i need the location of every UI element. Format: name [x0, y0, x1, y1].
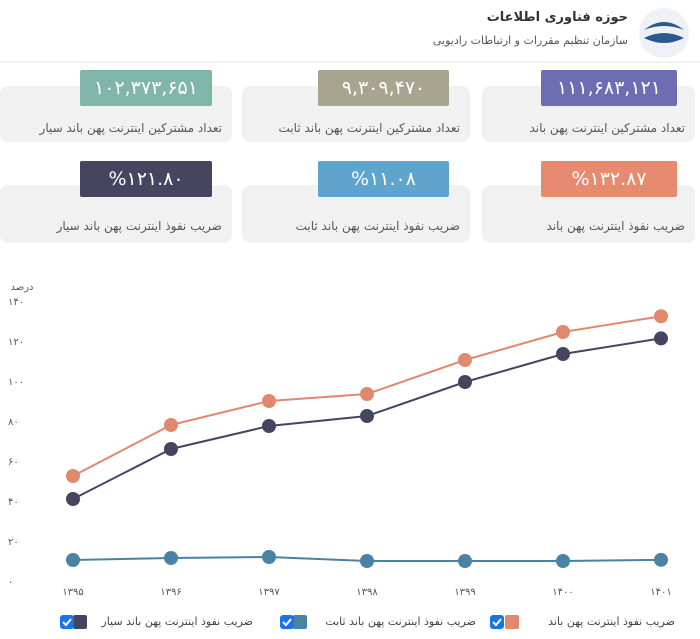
card-label: تعداد مشترکین اینترنت پهن باند سیار	[39, 121, 222, 135]
x-tick-label: ۱۳۹۸	[356, 587, 378, 598]
header-title: حوزه فناوری اطلاعات	[486, 10, 628, 25]
data-point	[458, 353, 472, 367]
data-point	[66, 469, 80, 483]
card-value: ۱۱۱,۶۸۳,۱۲۱	[541, 70, 677, 106]
data-point	[262, 550, 276, 564]
y-tick-label: ۲۰	[8, 537, 19, 548]
data-point	[556, 347, 570, 361]
card-label: تعداد مشترکین اینترنت پهن باند ثابت	[278, 121, 460, 135]
legend-swatch	[293, 615, 307, 629]
data-point	[654, 331, 668, 346]
legend-swatch	[73, 615, 87, 629]
x-tick-label: ۱۴۰۱	[650, 587, 671, 598]
x-tick-label: ۱۳۹۶	[160, 587, 181, 598]
logo-mark	[644, 22, 684, 43]
card-value: ۹,۳۰۹,۴۷۰	[318, 70, 449, 106]
data-point	[262, 419, 276, 433]
data-point	[360, 554, 374, 568]
checkmark	[282, 618, 292, 627]
data-point	[458, 554, 472, 568]
data-point	[654, 552, 668, 567]
legend-label: ضریب نفوذ اینترنت پهن باند ثابت	[325, 615, 476, 628]
x-tick-label: ۱۳۹۷	[258, 587, 280, 598]
y-tick-label: ۰	[8, 577, 13, 588]
data-point	[66, 492, 80, 506]
data-point	[360, 387, 374, 401]
data-point	[164, 418, 178, 432]
y-tick-label: ۱۰۰	[8, 377, 24, 388]
data-point	[556, 325, 570, 339]
x-tick-label: ۱۳۹۹	[454, 587, 475, 598]
legend-checkbox[interactable]	[60, 615, 74, 629]
data-point	[654, 309, 668, 324]
card-value: %۱۱.۰۸	[318, 161, 449, 197]
data-point	[164, 551, 178, 565]
card-label: تعداد مشترکین اینترنت پهن باند	[529, 121, 685, 135]
y-axis-label: درصد	[10, 282, 33, 293]
data-point	[458, 375, 472, 389]
card-value: ۱۰۲,۳۷۳,۶۵۱	[80, 70, 212, 106]
data-point	[262, 394, 276, 408]
y-tick-label: ۴۰	[8, 497, 19, 508]
y-tick-label: ۱۴۰	[8, 297, 24, 308]
card-value: %۱۲۱.۸۰	[80, 161, 212, 197]
y-tick-label: ۱۲۰	[8, 337, 24, 348]
data-point	[360, 409, 374, 423]
legend-checkbox[interactable]	[280, 615, 294, 629]
data-point	[164, 442, 178, 456]
header-subtitle: سازمان تنظیم مقررات و ارتباطات رادیویی	[432, 34, 628, 47]
legend-label: ضریب نفوذ اینترنت پهن باند	[548, 615, 675, 628]
card-label: ضریب نفوذ اینترنت پهن باند ثابت	[295, 219, 460, 233]
x-tick-label: ۱۳۹۵	[62, 587, 83, 598]
card-value: %۱۳۲.۸۷	[541, 161, 677, 197]
data-point	[66, 553, 80, 567]
card-label: ضریب نفوذ اینترنت پهن باند سیار	[56, 219, 222, 233]
x-tick-label: ۱۴۰۰	[552, 587, 573, 598]
y-tick-label: ۸۰	[8, 417, 19, 428]
checkmark	[62, 618, 72, 627]
data-point	[556, 554, 570, 568]
y-tick-label: ۶۰	[8, 457, 19, 468]
legend-label: ضریب نفوذ اینترنت پهن باند سیار	[100, 615, 253, 628]
legend-swatch	[505, 615, 519, 629]
card-label: ضریب نفوذ اینترنت پهن باند	[546, 219, 685, 233]
checkmark	[492, 618, 502, 627]
legend-checkbox[interactable]	[490, 615, 504, 629]
